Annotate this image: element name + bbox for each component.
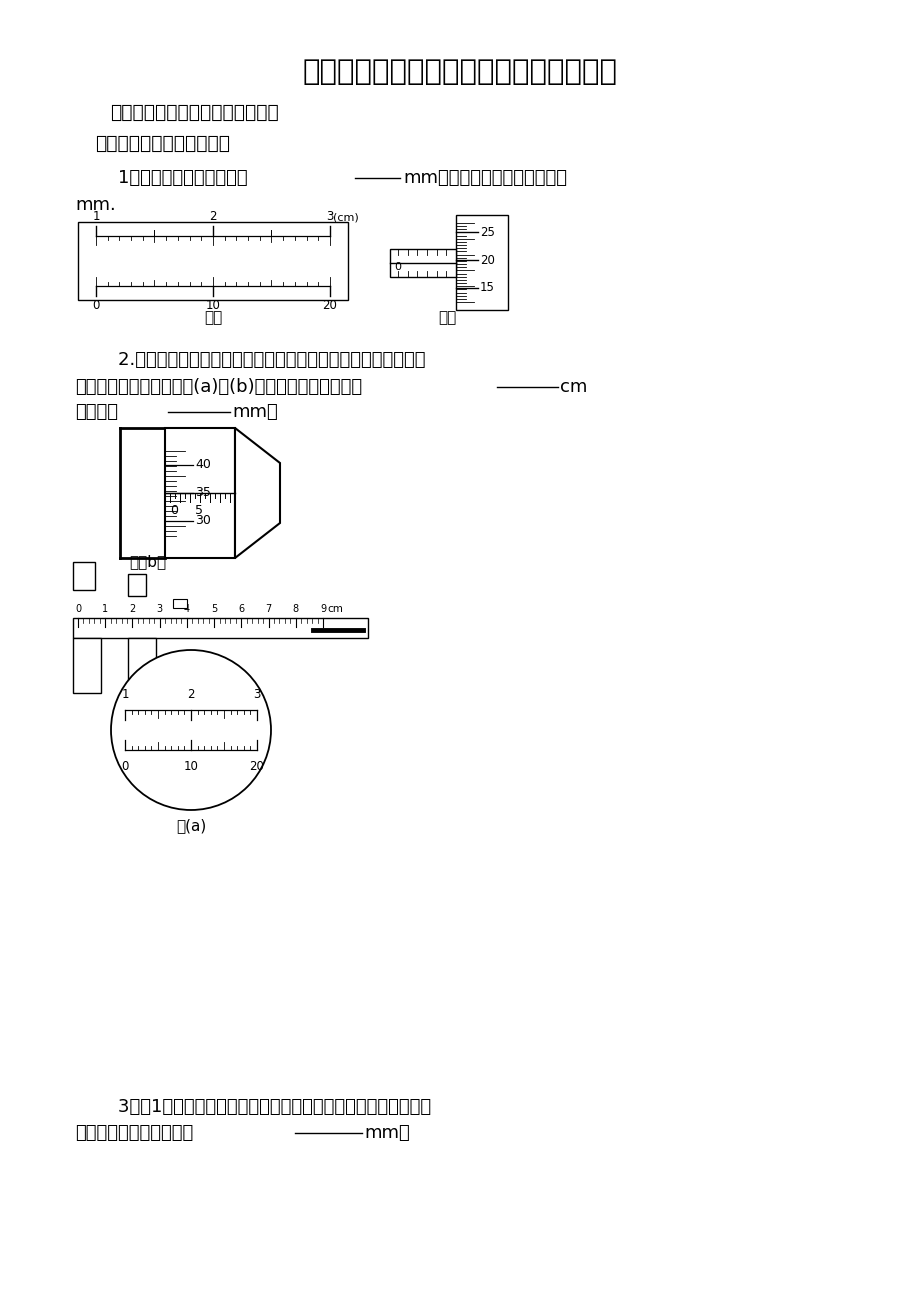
Text: 10: 10 [184,760,199,773]
Text: 图甲: 图甲 [204,310,221,326]
Bar [73,618,368,638]
Text: 10: 10 [205,299,221,312]
Text: 2.某同学利用游标卡尺和螺旋测微器分别测量一圆柱体工件的直: 2.某同学利用游标卡尺和螺旋测微器分别测量一圆柱体工件的直 [95,352,425,368]
Bar [128,638,156,693]
Text: 一、实验仪器的使用及读数: 一、实验仪器的使用及读数 [95,134,230,152]
Text: 3: 3 [156,604,163,615]
Bar [390,249,456,276]
Text: ，高度为: ，高度为 [75,404,118,421]
Bar [173,599,187,608]
Text: 径和高度，测量结果如图(a)和(b)所示。该工件的直径为: 径和高度，测量结果如图(a)和(b)所示。该工件的直径为 [75,378,362,396]
Text: 0: 0 [92,299,99,312]
Text: mm；乙图中螺旋测微器读数为: mm；乙图中螺旋测微器读数为 [403,169,566,187]
Text: 图（b）: 图（b） [130,555,166,569]
Text: 20: 20 [480,254,494,267]
Bar [73,638,101,693]
Polygon shape [234,428,279,559]
Text: 5: 5 [195,504,203,517]
Text: 4: 4 [184,604,189,615]
Text: 3: 3 [326,210,334,223]
Text: mm。: mm。 [364,1124,409,1142]
Text: 2: 2 [130,604,135,615]
Text: mm.: mm. [75,197,116,214]
Text: (cm): (cm) [333,214,358,223]
Text: 40: 40 [195,458,210,471]
Text: ，则该金属零件的直径为: ，则该金属零件的直径为 [75,1124,193,1142]
Bar [165,428,234,559]
Text: cm: cm [560,378,586,396]
Text: 高二物理电学实验专题训练一含参考答案: 高二物理电学实验专题训练一含参考答案 [302,59,617,86]
Text: 1: 1 [92,210,99,223]
Text: 20: 20 [323,299,337,312]
Text: cm: cm [326,604,343,615]
Bar [78,223,347,299]
Text: 3．（1）如图甲所示为螺旋测微器测量一金属零件直径时的示数: 3．（1）如图甲所示为螺旋测微器测量一金属零件直径时的示数 [95,1098,431,1116]
Text: 图乙: 图乙 [437,310,456,326]
Text: 35: 35 [195,487,210,500]
Text: 3: 3 [253,687,260,700]
Text: 0: 0 [74,604,81,615]
Text: 15: 15 [480,281,494,294]
Text: 1．甲图中游标卡尺读数为: 1．甲图中游标卡尺读数为 [95,169,247,187]
Text: mm。: mm。 [232,404,278,421]
Text: 2: 2 [209,210,217,223]
Text: 5: 5 [210,604,217,615]
Text: 8: 8 [292,604,299,615]
Text: 0: 0 [121,760,129,773]
Text: 7: 7 [266,604,271,615]
Bar [128,574,146,596]
Bar [456,215,507,310]
Text: 1: 1 [121,687,129,700]
Text: 高二物理电学实验专题训练（一）: 高二物理电学实验专题训练（一） [110,103,278,121]
Circle shape [111,650,271,810]
Text: 6: 6 [238,604,244,615]
Text: 0: 0 [393,263,401,272]
Text: 25: 25 [480,227,494,240]
Text: 30: 30 [195,514,210,527]
Text: 0: 0 [170,504,177,517]
Text: 20: 20 [249,760,264,773]
Text: 1: 1 [102,604,108,615]
Text: 9: 9 [320,604,325,615]
Bar [73,562,95,590]
Text: 图(a): 图(a) [176,819,206,833]
Text: 2: 2 [187,687,195,700]
